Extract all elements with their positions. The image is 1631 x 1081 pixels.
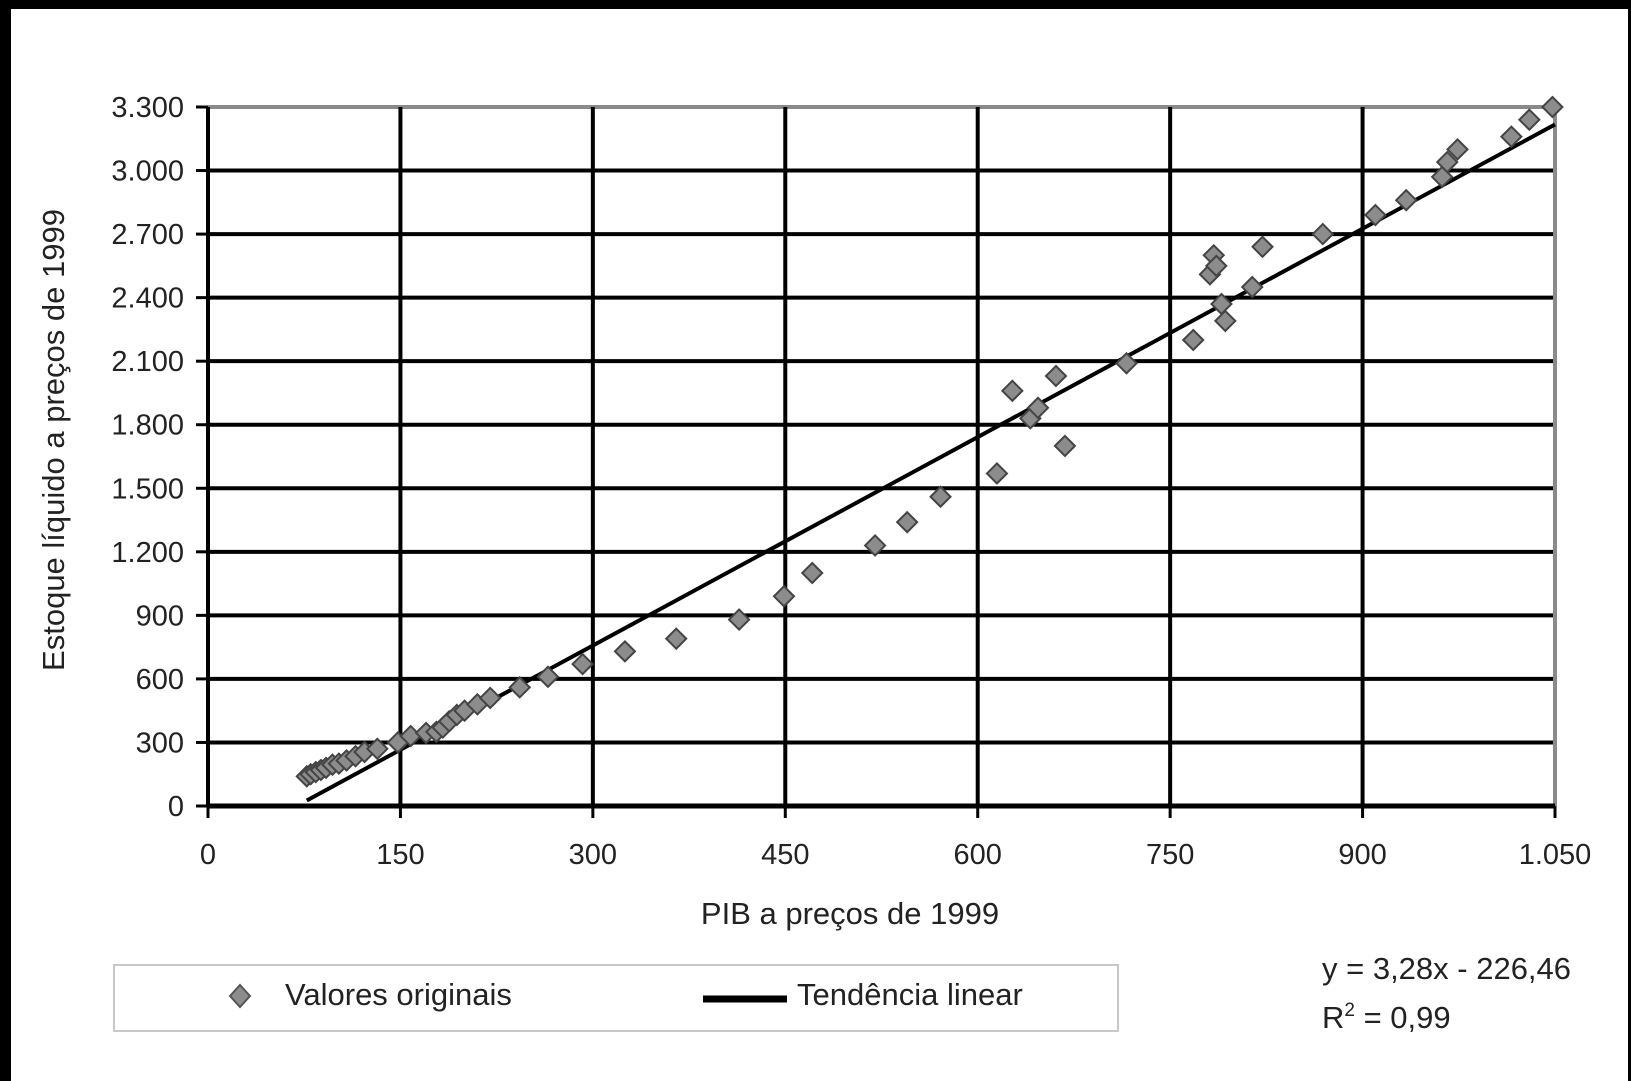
data-point	[1053, 434, 1077, 458]
data-point	[1213, 309, 1237, 333]
legend-box	[113, 964, 1119, 1032]
x-tick-label: 750	[1146, 839, 1194, 871]
y-tick-labels: 0 300 600 900 1.200 1.500 1.800 2.100 2.400 2.700…	[111, 92, 184, 823]
data-point	[1181, 328, 1205, 352]
data-point	[1026, 396, 1050, 420]
data-points	[295, 95, 1564, 788]
data-point	[1446, 137, 1469, 161]
data-point	[478, 686, 502, 710]
x-tick-labels: 0 150 300 450 600 750 900 1.050	[200, 839, 1591, 871]
grid-lines	[196, 105, 1557, 818]
r-squared: R2 = 0,99	[1322, 1000, 1451, 1035]
y-tick-label: 1.500	[111, 473, 184, 505]
data-point	[1363, 203, 1387, 227]
x-tick-label: 150	[376, 839, 424, 871]
regression-equation: y = 3,28x - 226,46	[1322, 951, 1571, 986]
data-point	[1430, 165, 1454, 189]
data-point	[1499, 125, 1523, 149]
data-point	[772, 584, 796, 608]
data-point	[1000, 379, 1024, 403]
data-point	[508, 675, 532, 699]
data-point	[1204, 254, 1228, 278]
data-point	[571, 652, 595, 676]
x-tick-label: 0	[200, 839, 216, 871]
data-point	[365, 737, 389, 761]
y-tick-label: 2.700	[111, 219, 184, 251]
y-axis-title: Estoque líquido a preços de 1999	[36, 209, 71, 671]
y-tick-label: 2.400	[111, 283, 184, 315]
data-point	[1517, 108, 1541, 132]
legend: Valores originais Tendência linear	[113, 964, 1119, 1032]
x-axis-title: PIB a preços de 1999	[701, 896, 999, 931]
x-tick-label: 300	[569, 839, 617, 871]
data-point	[1541, 95, 1564, 119]
diamond-marker-icon	[228, 983, 252, 1009]
y-tick-label: 1.200	[111, 537, 184, 569]
y-tick-label: 3.300	[111, 92, 184, 124]
data-point	[1044, 364, 1068, 388]
x-tick-label: 900	[1338, 839, 1386, 871]
data-point	[863, 534, 887, 557]
y-tick-label: 2.100	[111, 346, 184, 378]
data-point	[1311, 222, 1335, 246]
equation-box: y = 3,28x - 226,46 R2 = 0,99	[1322, 951, 1571, 1035]
y-tick-label: 3.000	[111, 156, 184, 188]
legend-label-trend: Tendência linear	[797, 977, 1023, 1012]
data-point	[1435, 150, 1459, 174]
x-tick-label: 450	[761, 839, 809, 871]
data-point	[1115, 351, 1138, 375]
data-point	[1240, 275, 1264, 299]
data-point	[727, 608, 751, 632]
y-tick-label: 300	[136, 727, 184, 759]
x-tick-label: 1.050	[1519, 839, 1592, 871]
data-point	[929, 485, 952, 509]
legend-label-original: Valores originais	[285, 977, 512, 1012]
data-point	[613, 639, 637, 663]
r-squared-value: = 0,99	[1355, 1000, 1451, 1035]
data-point	[664, 627, 688, 651]
r-squared-superscript: 2	[1344, 1000, 1355, 1021]
data-point	[985, 462, 1009, 485]
data-point	[1394, 188, 1418, 212]
y-tick-label: 600	[136, 664, 184, 696]
data-point	[1251, 235, 1274, 259]
data-point	[800, 561, 824, 585]
y-tick-label: 1.800	[111, 410, 184, 442]
y-tick-label: 0	[168, 791, 184, 823]
r-squared-prefix: R	[1322, 1000, 1344, 1035]
data-point	[895, 510, 919, 534]
x-tick-label: 600	[954, 839, 1002, 871]
data-point	[536, 665, 560, 689]
y-tick-label: 900	[136, 600, 184, 632]
